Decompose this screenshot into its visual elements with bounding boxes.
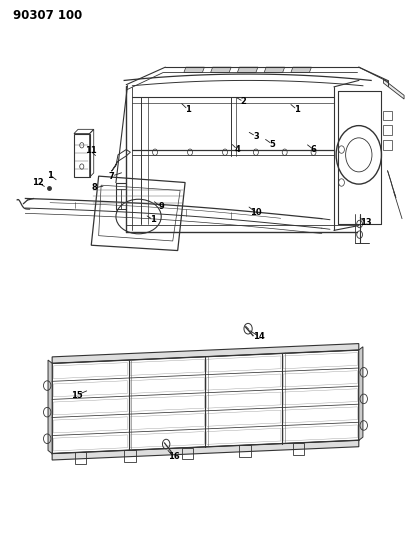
Text: 2: 2 bbox=[241, 97, 247, 106]
Text: 15: 15 bbox=[71, 391, 83, 400]
Text: 9: 9 bbox=[158, 203, 164, 212]
Polygon shape bbox=[359, 347, 363, 440]
Text: 6: 6 bbox=[311, 145, 316, 154]
Polygon shape bbox=[184, 67, 204, 72]
Text: 7: 7 bbox=[109, 172, 115, 181]
Text: 3: 3 bbox=[253, 132, 259, 141]
Bar bbox=[182, 448, 193, 459]
Text: 12: 12 bbox=[32, 178, 44, 187]
Text: 4: 4 bbox=[235, 145, 240, 154]
Polygon shape bbox=[264, 67, 285, 72]
Text: 13: 13 bbox=[361, 219, 372, 228]
Bar bbox=[383, 140, 392, 150]
Bar bbox=[293, 443, 304, 455]
Bar bbox=[383, 111, 392, 120]
Bar bbox=[383, 125, 392, 135]
Text: 10: 10 bbox=[250, 208, 262, 217]
Text: 8: 8 bbox=[92, 183, 97, 192]
Text: 5: 5 bbox=[269, 140, 275, 149]
Polygon shape bbox=[237, 67, 258, 72]
Polygon shape bbox=[48, 360, 52, 454]
Polygon shape bbox=[211, 67, 231, 72]
Text: 16: 16 bbox=[168, 453, 179, 462]
Polygon shape bbox=[291, 67, 311, 72]
Text: 1: 1 bbox=[150, 215, 156, 224]
Polygon shape bbox=[52, 440, 359, 460]
Text: 90307 100: 90307 100 bbox=[13, 9, 82, 21]
Text: 1: 1 bbox=[294, 105, 300, 114]
Text: 1: 1 bbox=[185, 105, 191, 114]
Text: 1: 1 bbox=[47, 171, 53, 180]
Bar bbox=[75, 453, 86, 464]
Polygon shape bbox=[384, 79, 404, 99]
Bar bbox=[240, 445, 251, 457]
Text: 11: 11 bbox=[85, 146, 96, 155]
Polygon shape bbox=[52, 344, 359, 364]
Text: 14: 14 bbox=[253, 332, 265, 341]
Bar bbox=[124, 450, 136, 462]
